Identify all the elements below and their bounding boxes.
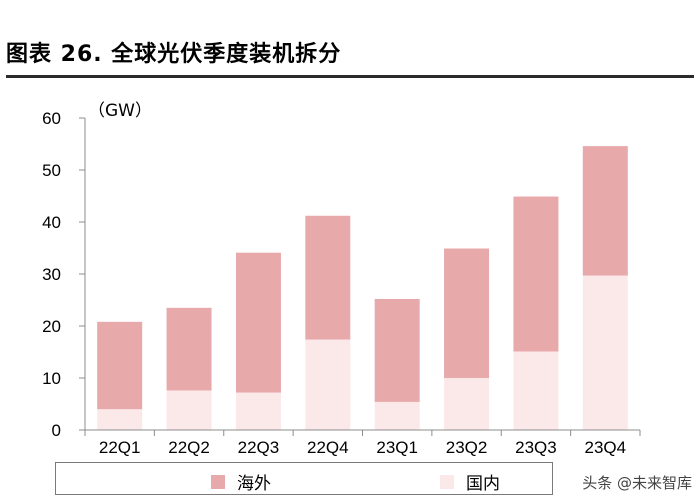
bar-domestic-22Q1 xyxy=(97,409,143,430)
y-tick-label-0: 0 xyxy=(52,421,61,440)
x-tick-label-22Q4: 22Q4 xyxy=(307,438,349,457)
bar-overseas-23Q2 xyxy=(444,248,490,378)
watermark: 头条 @未来智库 xyxy=(582,474,692,492)
legend-swatch-overseas xyxy=(211,474,225,489)
bar-domestic-23Q3 xyxy=(513,351,559,430)
y-tick-label-20: 20 xyxy=(42,317,61,336)
bar-overseas-22Q1 xyxy=(97,321,143,410)
legend-item-overseas: 海外 xyxy=(211,469,271,494)
legend-item-domestic: 国内 xyxy=(440,469,500,494)
legend-swatch-domestic xyxy=(440,474,454,489)
bar-overseas-23Q3 xyxy=(513,196,559,352)
bar-overseas-23Q1 xyxy=(374,298,420,402)
x-tick-label-22Q3: 22Q3 xyxy=(238,438,280,457)
y-tick-label-30: 30 xyxy=(42,265,61,284)
axes-layer xyxy=(79,117,641,436)
bar-domestic-23Q1 xyxy=(374,401,420,430)
x-tick-labels: 22Q1 22Q2 22Q3 22Q4 23Q1 23Q2 23Q3 23Q4 xyxy=(99,438,626,457)
bars-layer xyxy=(97,146,628,430)
bar-overseas-22Q4 xyxy=(305,215,351,340)
legend-label-overseas: 海外 xyxy=(237,474,271,494)
legend-label-domestic: 国内 xyxy=(466,474,500,494)
x-tick-label-22Q1: 22Q1 xyxy=(99,438,141,457)
title-divider xyxy=(6,75,694,78)
x-tick-label-23Q2: 23Q2 xyxy=(446,438,488,457)
y-tick-labels: 0 10 20 30 40 50 60 xyxy=(42,109,61,440)
x-tick-label-22Q2: 22Q2 xyxy=(168,438,210,457)
bar-domestic-22Q3 xyxy=(235,392,281,430)
legend: 海外 国内 xyxy=(55,462,553,495)
y-tick-label-40: 40 xyxy=(42,213,61,232)
stacked-bar-chart: 0 10 20 30 40 50 60 22Q1 22Q2 22Q3 22Q4 23Q1 23Q2 23… xyxy=(42,109,641,457)
x-tick-label-23Q3: 23Q3 xyxy=(515,438,557,457)
y-tick-label-50: 50 xyxy=(42,161,61,180)
bar-domestic-23Q2 xyxy=(444,378,490,430)
bar-domestic-22Q2 xyxy=(166,390,212,430)
bar-overseas-22Q3 xyxy=(235,252,281,393)
y-axis-unit: （GW） xyxy=(88,101,152,121)
bar-domestic-23Q4 xyxy=(582,275,628,430)
y-tick-label-10: 10 xyxy=(42,369,61,388)
chart-title: 图表 26. 全球光伏季度装机拆分 xyxy=(6,42,342,67)
bar-overseas-23Q4 xyxy=(582,146,628,276)
x-tick-label-23Q1: 23Q1 xyxy=(376,438,418,457)
x-tick-label-23Q4: 23Q4 xyxy=(585,438,627,457)
bar-overseas-22Q2 xyxy=(166,307,212,391)
y-tick-label-60: 60 xyxy=(42,109,61,128)
bar-domestic-22Q4 xyxy=(305,339,351,430)
